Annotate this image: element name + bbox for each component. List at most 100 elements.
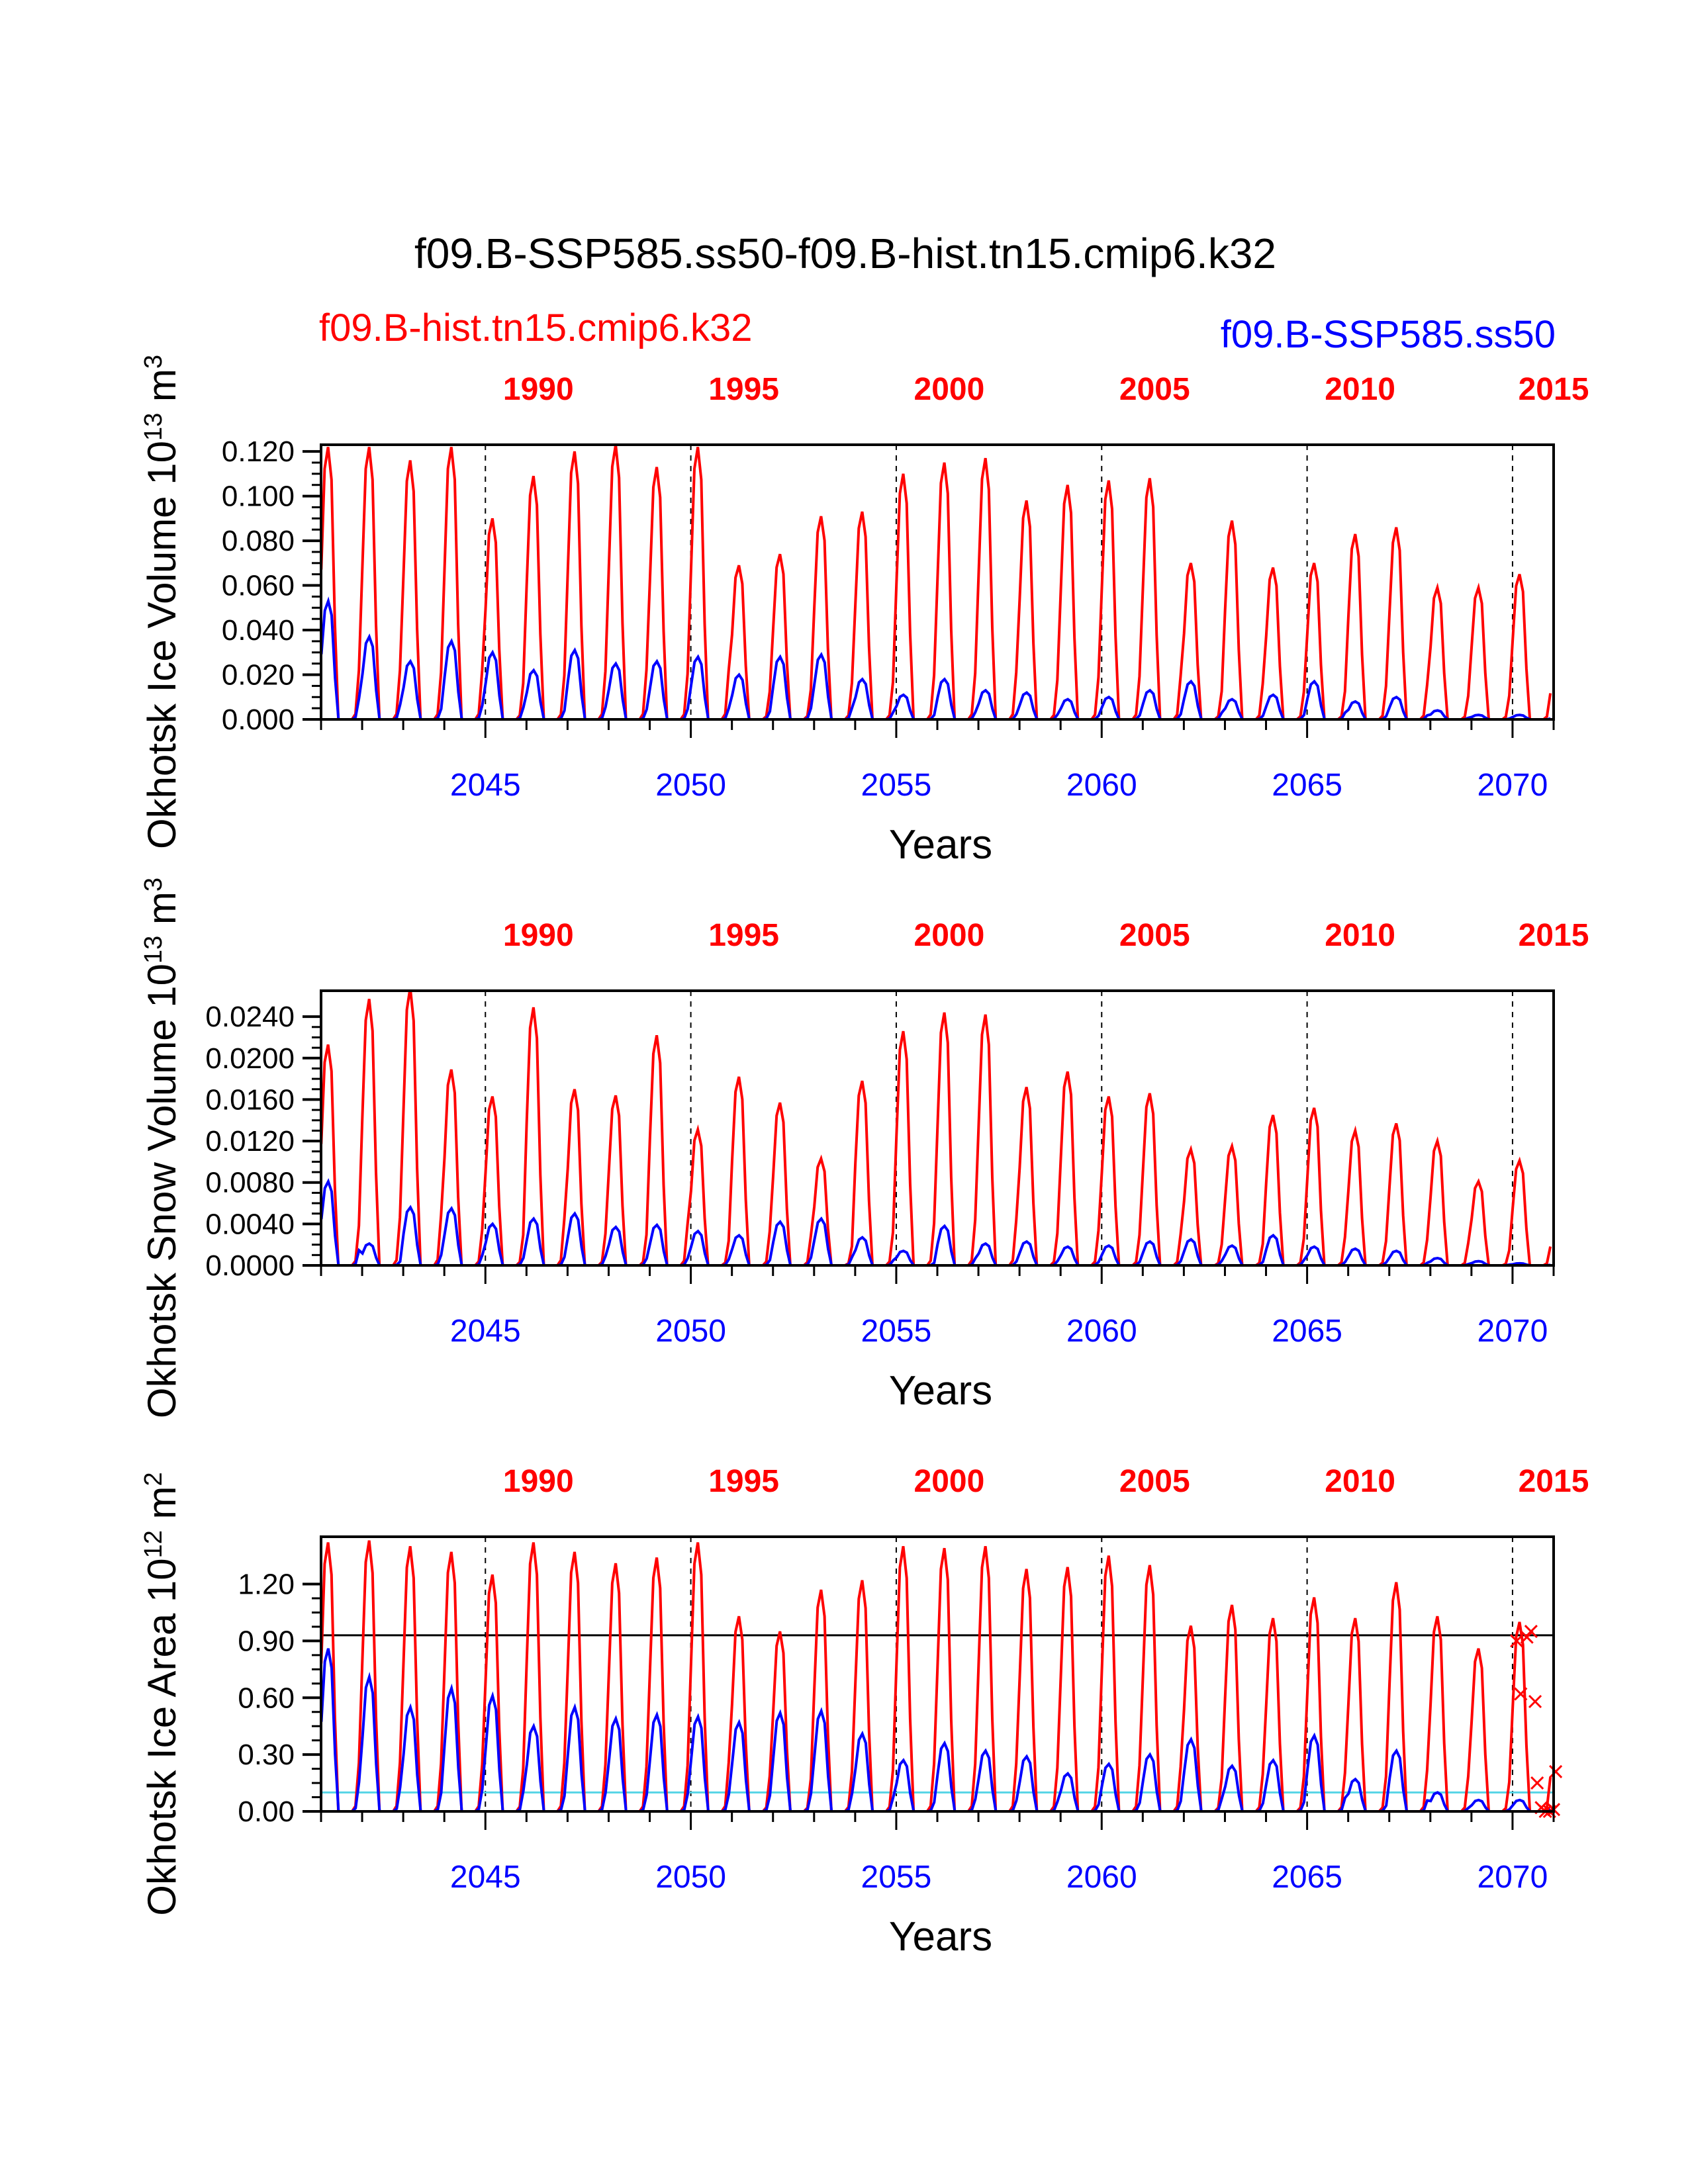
x-tick-label: 2065 [1272,1860,1342,1895]
observed-marker [1514,1687,1528,1701]
x-tick-label: 2070 [1477,768,1548,803]
y-tick-label: 0.080 [222,525,295,557]
y-axis-title-base: Okhotsk Snow Volume 10 [140,964,184,1418]
y-tick-label: 0.060 [222,570,295,602]
y-tick-label: 0.0040 [205,1208,295,1240]
y-tick-label: 1.20 [238,1569,295,1601]
marker-stroke [1510,1634,1524,1648]
x-tick-label: 2045 [450,1860,521,1895]
observed-marker [1530,1776,1544,1790]
marker-stroke [1549,1764,1563,1778]
marker-stroke [1520,1630,1534,1644]
y-tick-label: 0.120 [222,435,295,468]
x-tick-label: 2055 [861,768,932,803]
y-axis-title-unit-exponent: 3 [140,878,167,891]
x-tick-label: 2050 [655,1314,726,1349]
y-tick-label: 0.0160 [205,1083,295,1116]
observed-marker [1524,1625,1538,1639]
figure-title: f09.B-SSP585.ss50-f09.B-hist.tn15.cmip6.… [414,230,1276,277]
x-axis-title: Years [889,822,992,868]
x-axis-title: Years [889,1368,992,1414]
y-tick-label: 0.020 [222,659,295,692]
top-tick-label: 2000 [914,1464,985,1499]
legend-blue-case: f09.B-SSP585.ss50 [1221,313,1556,356]
y-tick-label: 0.0120 [205,1125,295,1158]
top-tick-label: 2015 [1519,1464,1589,1499]
y-axis-title-unit: m [140,369,184,413]
legend-red-case: f09.B-hist.tn15.cmip6.k32 [319,306,752,349]
y-tick-label: 0.0000 [205,1250,295,1282]
marker-stroke [1524,1625,1538,1639]
x-tick-label: 2055 [861,1860,932,1895]
series-line-red [321,445,1552,719]
top-tick-label: 2005 [1119,918,1190,953]
series-line-red [321,991,1552,1265]
series-line-blue [321,596,1551,719]
top-tick-label: 2010 [1325,918,1395,953]
y-axis-title: Okhotsk Ice Volume 1013 m3 [140,355,184,849]
x-tick-label: 2070 [1477,1860,1548,1895]
marker-stroke [1530,1776,1544,1790]
y-tick-label: 0.00 [238,1796,295,1828]
top-tick-label: 1990 [503,918,574,953]
x-tick-label: 2050 [655,1860,726,1895]
top-tick-label: 2010 [1325,1464,1395,1499]
y-tick-label: 0.60 [238,1682,295,1714]
top-tick-label: 2005 [1119,372,1190,407]
top-tick-label: 2015 [1519,918,1589,953]
y-tick-label: 0.040 [222,614,295,647]
y-axis-title-exponent: 13 [140,936,167,964]
y-tick-label: 0.0080 [205,1167,295,1199]
y-tick-label: 0.30 [238,1739,295,1771]
top-tick-label: 1990 [503,372,574,407]
top-tick-label: 2000 [914,372,985,407]
x-tick-label: 2055 [861,1314,932,1349]
y-axis-title-unit-exponent: 3 [140,355,167,369]
y-axis-title-base: Okhotsk Ice Volume 10 [140,441,184,849]
series-line-blue [321,1178,1551,1265]
y-axis-title-exponent: 13 [140,413,167,441]
x-tick-label: 2060 [1066,1860,1137,1895]
x-tick-label: 2045 [450,768,521,803]
top-tick-label: 1995 [708,918,779,953]
y-tick-label: 0.0240 [205,1001,295,1033]
top-tick-label: 1995 [708,372,779,407]
y-axis-title-unit: m [140,1486,184,1530]
observed-marker [1549,1764,1563,1778]
panel-2: 0.0000 0.0040 0.0080 0.0120 0.0160 0.0200 0.02… [140,878,1589,1418]
marker-stroke [1528,1694,1542,1709]
x-tick-label: 2045 [450,1314,521,1349]
y-axis-title-base: Okhotsk Ice Area 10 [140,1558,184,1915]
x-tick-label: 2060 [1066,1314,1137,1349]
series-line-red [321,1540,1552,1811]
y-tick-label: 0.90 [238,1625,295,1657]
top-tick-label: 1995 [708,1464,779,1499]
top-tick-label: 1990 [503,1464,574,1499]
top-tick-label: 2005 [1119,1464,1190,1499]
marker-stroke [1514,1687,1528,1701]
observed-marker [1510,1634,1524,1648]
x-tick-label: 2065 [1272,768,1342,803]
panel-3: 0.00 0.30 0.60 0.90 1.20 2045 2050 2055 2060 2065… [140,1464,1589,1960]
y-axis-title-exponent: 12 [140,1530,167,1558]
y-tick-label: 0.0200 [205,1042,295,1075]
panel-1: 0.000 0.020 0.040 0.060 0.080 0.100 0.120 2045 2… [140,355,1589,868]
x-axis-title: Years [889,1914,992,1960]
y-tick-label: 0.100 [222,480,295,513]
x-tick-label: 2065 [1272,1314,1342,1349]
top-tick-label: 2015 [1519,372,1589,407]
y-axis-title-unit: m [140,891,184,936]
top-tick-label: 2010 [1325,372,1395,407]
y-axis-title-unit-exponent: 2 [140,1472,167,1486]
x-tick-label: 2070 [1477,1314,1548,1349]
x-tick-label: 2050 [655,768,726,803]
panels: 0.000 0.020 0.040 0.060 0.080 0.100 0.120 2045 2… [140,355,1589,1960]
observed-marker [1528,1694,1542,1709]
top-tick-label: 2000 [914,918,985,953]
observed-marker [1520,1630,1534,1644]
x-tick-label: 2060 [1066,768,1137,803]
y-axis-title: Okhotsk Ice Area 1012 m2 [140,1472,184,1915]
y-axis-title: Okhotsk Snow Volume 1013 m3 [140,878,184,1418]
y-tick-label: 0.000 [222,704,295,736]
